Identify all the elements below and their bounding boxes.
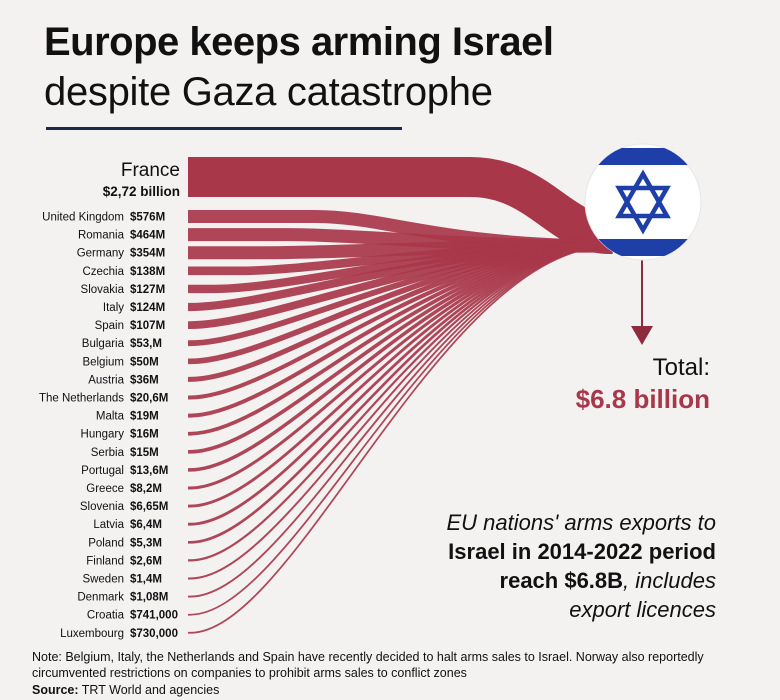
value-label: $6,4M [130,519,162,531]
value-label: $741,000 [130,610,178,622]
value-label: $53,M [130,338,162,350]
flow-bands [188,157,613,634]
flow-band-sweden [188,245,613,580]
value-label: $1,08M [130,592,168,604]
country-label: Italy [103,302,124,314]
value-label: $20,6M [130,393,168,405]
value-label: $36M [130,374,159,386]
source-line: Source: TRT World and agencies [32,682,219,698]
arrow-down-icon [631,258,653,345]
total-label: Total: [652,354,710,381]
value-label: $127M [130,284,165,296]
country-label: France [121,160,180,181]
country-label: Slovakia [81,284,125,296]
country-label: Belgium [82,356,124,368]
value-label: $50M [130,356,159,368]
country-label: The Netherlands [39,393,124,405]
value-label: $138M [130,266,165,278]
value-label: $6,65M [130,501,168,513]
country-label: Bulgaria [82,338,125,350]
value-label: $19M [130,411,159,423]
country-label: Slovenia [80,501,125,513]
country-label: Spain [95,320,124,332]
country-label: Luxembourg [60,628,124,640]
country-label: Latvia [93,519,124,531]
country-labels: France $2,72 billion $576M United Kingdom $4… [39,160,180,640]
value-label: $16M [130,429,159,441]
value-label: $464M [130,230,165,242]
value-label: $354M [130,248,165,260]
flow-band-denmark [188,245,613,598]
country-label: Serbia [91,447,125,459]
caption-part-5: export licences [569,597,716,622]
value-label: $2,72 billion [103,184,180,199]
flow-band-luxembourg [188,245,613,634]
value-label: $8,2M [130,483,162,495]
footnote: Note: Belgium, Italy, the Netherlands an… [32,650,704,680]
page-subtitle: despite Gaza catastrophe [44,70,493,114]
country-label: Hungary [81,429,125,441]
value-label: $5,3M [130,537,162,549]
value-label: $1,4M [130,574,162,586]
country-label: Germany [77,248,125,260]
caption: EU nations' arms exports to Israel in 20… [350,508,716,624]
source-text: TRT World and agencies [81,683,220,697]
total-value: $6.8 billion [575,384,710,414]
value-label: $730,000 [130,628,178,640]
country-label: Czechia [82,266,124,278]
israel-flag-icon [584,143,702,261]
value-label: $15M [130,447,159,459]
value-label: $13,6M [130,465,168,477]
country-label: United Kingdom [42,212,124,224]
value-label: $124M [130,302,165,314]
country-label: Poland [88,537,124,549]
caption-part-1: EU nations' arms exports to [446,510,716,535]
title-underline [46,127,402,130]
value-label: $576M [130,212,165,224]
country-label: Romania [78,230,125,242]
source-label: Source: [32,683,79,697]
country-label: Finland [86,555,124,567]
country-label: Denmark [77,592,124,604]
page-title: Europe keeps arming Israel [44,20,554,64]
caption-part-4: , includes [623,568,716,593]
value-label: $107M [130,320,165,332]
country-label: Portugal [81,465,124,477]
country-label: Sweden [82,574,124,586]
country-label: Malta [96,411,125,423]
flow-band-croatia [188,245,613,616]
country-label: Greece [86,483,124,495]
caption-part-2: Israel in 2014-2022 period [448,539,716,564]
value-label: $2,6M [130,555,162,567]
country-label: Austria [88,374,124,386]
caption-part-3: reach $6.8B [499,568,624,593]
country-label: Croatia [87,610,125,622]
